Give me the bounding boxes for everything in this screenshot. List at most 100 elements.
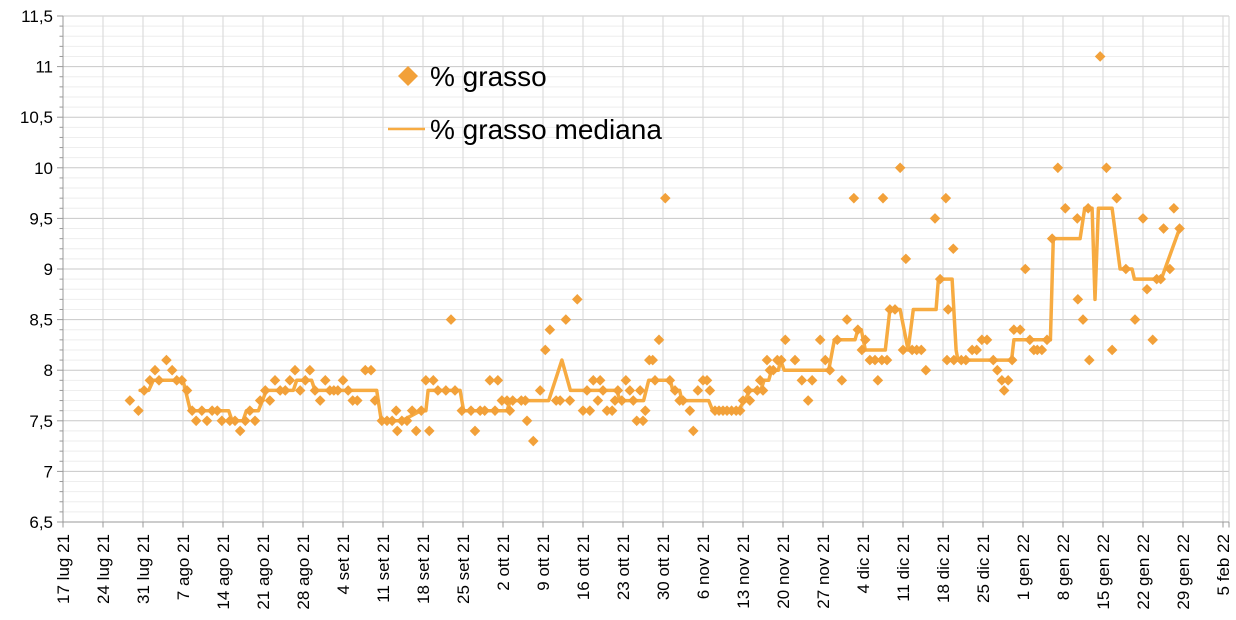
- y-axis-tick-label: 9,5: [29, 209, 53, 228]
- scatter-point: [479, 405, 491, 416]
- x-axis-tick-label: 7 ago 21: [174, 534, 193, 600]
- scatter-point: [704, 385, 716, 396]
- x-axis-tick-label: 11 dic 21: [894, 534, 913, 602]
- scatter-point: [390, 405, 402, 416]
- scatter-point: [806, 375, 818, 386]
- scatter-point: [637, 415, 649, 427]
- scatter-point: [309, 385, 321, 396]
- scatter-point: [742, 385, 754, 396]
- x-axis-tick-label: 20 nov 21: [774, 534, 793, 609]
- scatter-point: [1164, 263, 1176, 275]
- scatter-point: [229, 415, 241, 427]
- x-axis-tick-label: 22 gen 22: [1134, 534, 1153, 610]
- y-axis-tick-label: 9: [44, 260, 53, 279]
- scatter-point: [124, 395, 136, 406]
- scatter-point: [1111, 192, 1123, 204]
- scatter-point: [527, 435, 539, 447]
- scatter-point: [423, 425, 435, 437]
- y-axis-tick-label: 7,5: [29, 412, 53, 431]
- scatter-point: [744, 395, 756, 406]
- scatter-point: [432, 385, 444, 396]
- scatter-point: [1094, 51, 1106, 62]
- scatter-point: [239, 415, 251, 427]
- legend-label-mediana: % grasso mediana: [430, 114, 662, 145]
- scatter-point: [609, 395, 621, 406]
- scatter-point: [639, 405, 651, 416]
- scatter-point: [915, 344, 927, 356]
- y-axis-tick-label: 8,5: [29, 311, 53, 330]
- scatter-point: [1120, 263, 1132, 275]
- scatter-point: [571, 294, 583, 305]
- scatter-point: [859, 334, 871, 346]
- scatter-point: [1002, 375, 1014, 386]
- scatter-point: [1052, 162, 1064, 174]
- scatter-point: [332, 385, 344, 396]
- x-axis-tick-label: 28 ago 21: [294, 534, 313, 610]
- axes: [57, 15, 1230, 528]
- y-axis-tick-label: 11,5: [21, 7, 53, 26]
- y-axis-tick-label: 10,5: [20, 108, 53, 127]
- legend-label-grasso: % grasso: [430, 61, 547, 92]
- scatter-point: [802, 395, 814, 406]
- scatter-point: [620, 375, 632, 386]
- scatter-point: [133, 405, 144, 416]
- scatter-point: [249, 415, 261, 427]
- scatter-point: [1168, 202, 1180, 214]
- scatter-point: [947, 243, 959, 255]
- scatter-point: [942, 304, 954, 315]
- x-axis-tick-label: 15 gen 22: [1094, 534, 1113, 610]
- scatter-point: [420, 375, 432, 386]
- scatter-point: [406, 405, 418, 416]
- scatter-point: [440, 385, 452, 396]
- scatter-point: [294, 385, 306, 396]
- x-axis-tick-label: 23 ott 21: [614, 534, 633, 600]
- scatter-point: [314, 395, 326, 406]
- scatter-point: [1019, 263, 1031, 275]
- y-axis-tick-label: 7: [44, 462, 53, 481]
- x-axis-tick-label: 31 lug 21: [134, 534, 153, 604]
- scatter-point: [410, 425, 422, 437]
- scatter-point: [415, 405, 427, 416]
- scatter-point: [484, 375, 496, 386]
- scatter-point: [934, 273, 946, 285]
- x-axis-tick-label: 25 set 21: [454, 534, 473, 604]
- scatter-point: [584, 405, 596, 416]
- scatter-point: [627, 395, 639, 406]
- x-axis-tick-label: 27 nov 21: [814, 534, 833, 609]
- scatter-point: [754, 375, 766, 386]
- scatter-point: [1082, 202, 1094, 214]
- scatter-point: [900, 253, 912, 265]
- scatter-point: [369, 395, 381, 406]
- scatter-point: [445, 314, 457, 325]
- scatter-point: [647, 354, 659, 366]
- x-axis-tick-label: 17 lug 21: [54, 534, 73, 604]
- scatter-point: [677, 395, 689, 406]
- scatter-point: [254, 395, 266, 406]
- scatter-point: [342, 385, 354, 396]
- scatter-point: [757, 385, 769, 396]
- scatter-point: [211, 405, 223, 416]
- scatter-point: [401, 415, 413, 427]
- scatter-point: [279, 385, 291, 396]
- scatter-point: [1046, 233, 1058, 244]
- y-axis-tick-label: 6,5: [29, 513, 53, 532]
- y-axis-tick-label: 11: [35, 58, 53, 77]
- x-axis-tick-label: 1 gen 22: [1014, 534, 1033, 600]
- scatter-point: [1174, 223, 1185, 234]
- scatter-point: [539, 344, 551, 356]
- scatter-point: [201, 415, 213, 427]
- scatter-point: [501, 395, 513, 406]
- scatter-point: [606, 405, 618, 416]
- x-axis-tick-label: 21 ago 21: [254, 534, 273, 610]
- scatter-point: [284, 375, 296, 386]
- scatter-point: [701, 375, 713, 386]
- scatter-point: [554, 395, 566, 406]
- scatter-point: [761, 354, 773, 366]
- scatter-point: [920, 364, 932, 376]
- x-axis-tick-label: 4 set 21: [334, 534, 353, 595]
- x-axis-tick-label: 18 dic 21: [934, 534, 953, 603]
- scatter-point: [841, 314, 853, 325]
- scatter-point: [244, 405, 256, 416]
- scatter-point: [940, 192, 952, 204]
